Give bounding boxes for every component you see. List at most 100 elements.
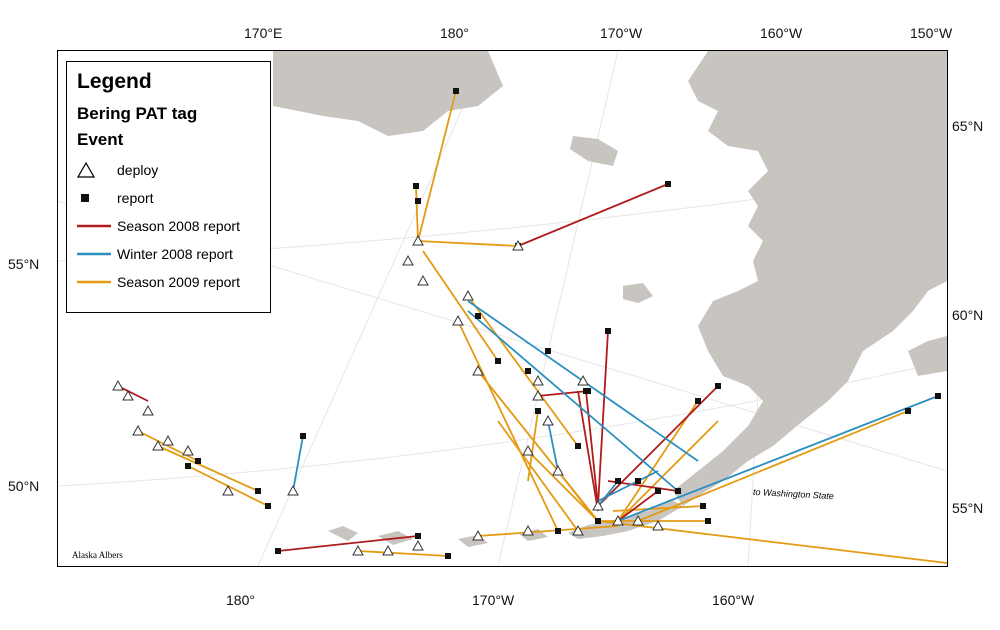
deploy-marker bbox=[652, 519, 664, 531]
track-segment bbox=[277, 535, 419, 552]
track-segment bbox=[415, 185, 419, 242]
orange-line-icon bbox=[77, 280, 111, 284]
report-marker bbox=[413, 183, 419, 189]
report-marker bbox=[255, 488, 261, 494]
track-segment bbox=[617, 490, 659, 522]
lon-label-bottom-170w: 170°W bbox=[472, 592, 515, 608]
track-segment bbox=[357, 550, 449, 557]
deploy-marker bbox=[522, 524, 534, 536]
report-marker bbox=[605, 328, 611, 334]
lon-label-bottom-180: 180° bbox=[226, 592, 255, 608]
track-segment bbox=[637, 410, 909, 522]
track-segment bbox=[597, 385, 719, 507]
deploy-marker bbox=[182, 444, 194, 456]
track-segment bbox=[467, 310, 679, 492]
report-marker bbox=[535, 408, 541, 414]
deploy-marker bbox=[512, 239, 524, 251]
legend: Legend Bering PAT tag Event deploy repor… bbox=[66, 61, 271, 313]
report-marker bbox=[615, 478, 621, 484]
deploy-marker bbox=[577, 374, 589, 386]
deploy-marker bbox=[632, 514, 644, 526]
report-marker bbox=[195, 458, 201, 464]
report-marker bbox=[705, 518, 711, 524]
deploy-marker bbox=[122, 389, 134, 401]
track-segment bbox=[517, 183, 669, 247]
report-marker bbox=[265, 503, 271, 509]
map-canvas bbox=[58, 51, 947, 566]
report-marker bbox=[475, 313, 481, 319]
track-segment bbox=[497, 420, 579, 532]
track-segment bbox=[617, 395, 939, 522]
legend-item-season-2008: Season 2008 report bbox=[77, 212, 260, 240]
projection-label: Alaska Albers bbox=[72, 550, 123, 560]
land-alaska bbox=[673, 51, 947, 506]
report-marker bbox=[453, 88, 459, 94]
track-segment bbox=[417, 90, 457, 242]
legend-title: Legend bbox=[77, 70, 152, 93]
deploy-marker bbox=[287, 484, 299, 496]
deploy-marker bbox=[152, 439, 164, 451]
report-marker bbox=[655, 488, 661, 494]
lon-label-top-160w: 160°W bbox=[760, 25, 803, 41]
track-segment bbox=[467, 295, 579, 447]
lon-label-top-180: 180° bbox=[440, 25, 469, 41]
lon-label-top-170e: 170°E bbox=[244, 25, 283, 41]
track-segment bbox=[617, 400, 699, 522]
deploy-marker bbox=[162, 434, 174, 446]
report-marker bbox=[185, 463, 191, 469]
deploy-marker bbox=[552, 464, 564, 476]
blue-line-icon bbox=[77, 252, 111, 256]
lat-label-right-65n: 65°N bbox=[952, 118, 984, 134]
report-marker bbox=[935, 393, 941, 399]
legend-label-winter-2008: Winter 2008 report bbox=[117, 246, 233, 262]
land-chukotka bbox=[273, 51, 503, 136]
report-marker bbox=[715, 383, 721, 389]
deploy-marker bbox=[222, 484, 234, 496]
report-marker bbox=[905, 408, 911, 414]
lon-label-top-170w: 170°W bbox=[600, 25, 643, 41]
deploy-marker bbox=[612, 514, 624, 526]
track-segment bbox=[137, 430, 199, 462]
legend-item-deploy: deploy bbox=[77, 156, 260, 184]
legend-label-report: report bbox=[117, 190, 154, 206]
lat-label-left-55n: 55°N bbox=[8, 256, 40, 272]
track-segment bbox=[597, 330, 609, 507]
track-segment bbox=[577, 390, 599, 512]
track-segment bbox=[157, 445, 259, 492]
deploy-marker bbox=[472, 529, 484, 541]
land-kodiak bbox=[908, 336, 947, 376]
report-marker bbox=[700, 503, 706, 509]
legend-label-deploy: deploy bbox=[117, 162, 159, 178]
track-segment bbox=[417, 240, 519, 247]
deploy-marker bbox=[417, 274, 429, 286]
report-marker bbox=[495, 358, 501, 364]
report-marker bbox=[555, 528, 561, 534]
track-segment bbox=[597, 480, 619, 507]
track-segment bbox=[477, 525, 619, 537]
report-marker bbox=[575, 443, 581, 449]
deploy-marker bbox=[592, 499, 604, 511]
report-marker bbox=[275, 548, 281, 554]
legend-label-season-2009: Season 2009 report bbox=[117, 274, 240, 290]
report-marker bbox=[635, 478, 641, 484]
deploy-marker bbox=[132, 424, 144, 436]
lat-label-right-60n: 60°N bbox=[952, 307, 984, 323]
tag-markers bbox=[112, 88, 941, 559]
track-segment bbox=[597, 520, 947, 564]
land-aleutian-3 bbox=[458, 535, 488, 547]
track-segment bbox=[422, 250, 499, 362]
deploy-marker bbox=[472, 364, 484, 376]
square-filled-icon bbox=[81, 194, 89, 202]
deploy-marker bbox=[352, 544, 364, 556]
track-segment bbox=[457, 320, 559, 532]
deploy-marker bbox=[142, 404, 154, 416]
report-marker bbox=[300, 433, 306, 439]
track-segment bbox=[527, 410, 539, 482]
legend-item-winter-2008: Winter 2008 report bbox=[77, 240, 260, 268]
track-segment bbox=[557, 470, 594, 517]
deploy-marker bbox=[542, 414, 554, 426]
track-segment bbox=[585, 390, 599, 507]
land bbox=[273, 51, 947, 547]
report-marker bbox=[595, 518, 601, 524]
lat-label-left-50n: 50°N bbox=[8, 478, 40, 494]
